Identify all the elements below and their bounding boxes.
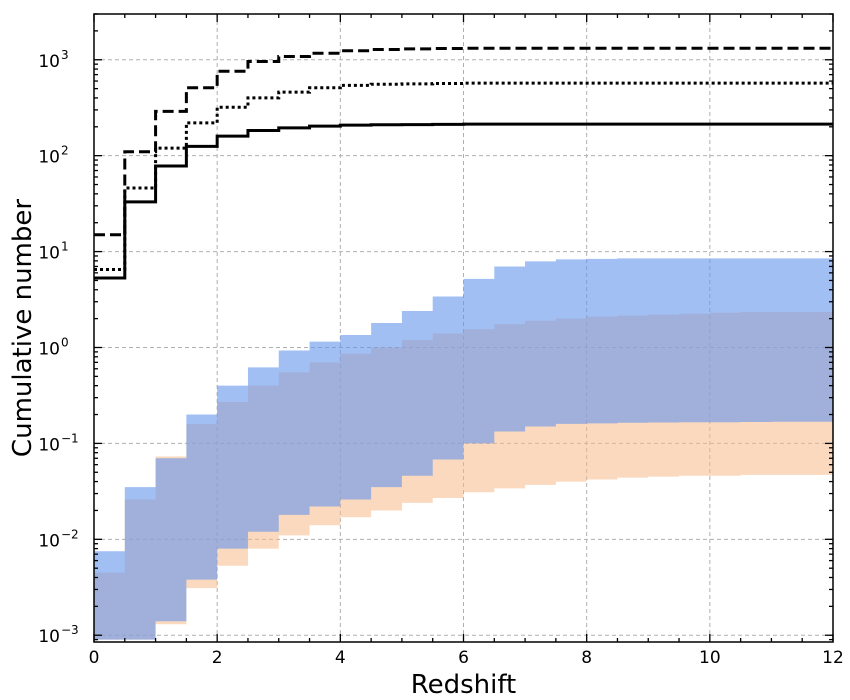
y-tick-exponent: 0 [61, 335, 69, 349]
y-tick-exponent: −3 [61, 623, 79, 637]
y-tick-label: 10 [38, 148, 60, 168]
y-tick-label: 10 [38, 627, 60, 647]
x-tick-label: 2 [212, 648, 223, 668]
y-tick-label: 10 [38, 531, 60, 551]
x-tick-label: 6 [458, 648, 469, 668]
y-tick-label: 10 [38, 52, 60, 72]
y-tick-exponent: 3 [61, 48, 69, 62]
band-2 [94, 258, 833, 640]
x-tick-label: 12 [822, 648, 844, 668]
plot-frame [93, 13, 834, 643]
band-layer [94, 258, 833, 640]
y-tick-exponent: −2 [61, 527, 79, 541]
x-tick-labels: 0 2 4 6 8 10 12 [89, 648, 844, 668]
y-tick-exponent: −1 [61, 431, 79, 445]
x-tick-label: 4 [335, 648, 346, 668]
y-tick-label: 10 [38, 435, 60, 455]
x-tick-label: 10 [699, 648, 721, 668]
y-tick-exponent: 1 [61, 240, 69, 254]
dashed-step-line [94, 46, 833, 237]
x-tick-label: 8 [581, 648, 592, 668]
dotted-step-line [94, 81, 833, 272]
x-tick-label: 0 [89, 648, 100, 668]
x-axis-label: Redshift [411, 670, 517, 700]
y-tick-label: 10 [38, 244, 60, 264]
solid-step-line [94, 122, 833, 280]
y-axis-label: Cumulative number [8, 199, 38, 457]
step-line-layer [94, 46, 833, 280]
y-tick-label: 10 [38, 339, 60, 359]
y-tick-exponent: 2 [61, 144, 69, 158]
